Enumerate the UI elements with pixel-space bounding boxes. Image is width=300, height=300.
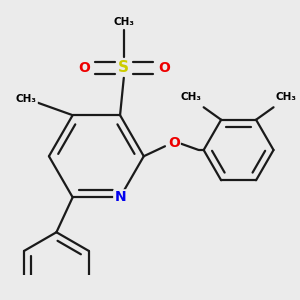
Text: CH₃: CH₃ (16, 94, 37, 104)
Text: CH₃: CH₃ (275, 92, 296, 102)
Text: O: O (168, 136, 180, 149)
Text: O: O (78, 61, 90, 75)
Text: O: O (158, 61, 170, 75)
Text: CH₃: CH₃ (181, 92, 202, 102)
Text: N: N (114, 190, 126, 204)
Text: CH₃: CH₃ (113, 16, 134, 27)
Text: S: S (118, 60, 129, 75)
